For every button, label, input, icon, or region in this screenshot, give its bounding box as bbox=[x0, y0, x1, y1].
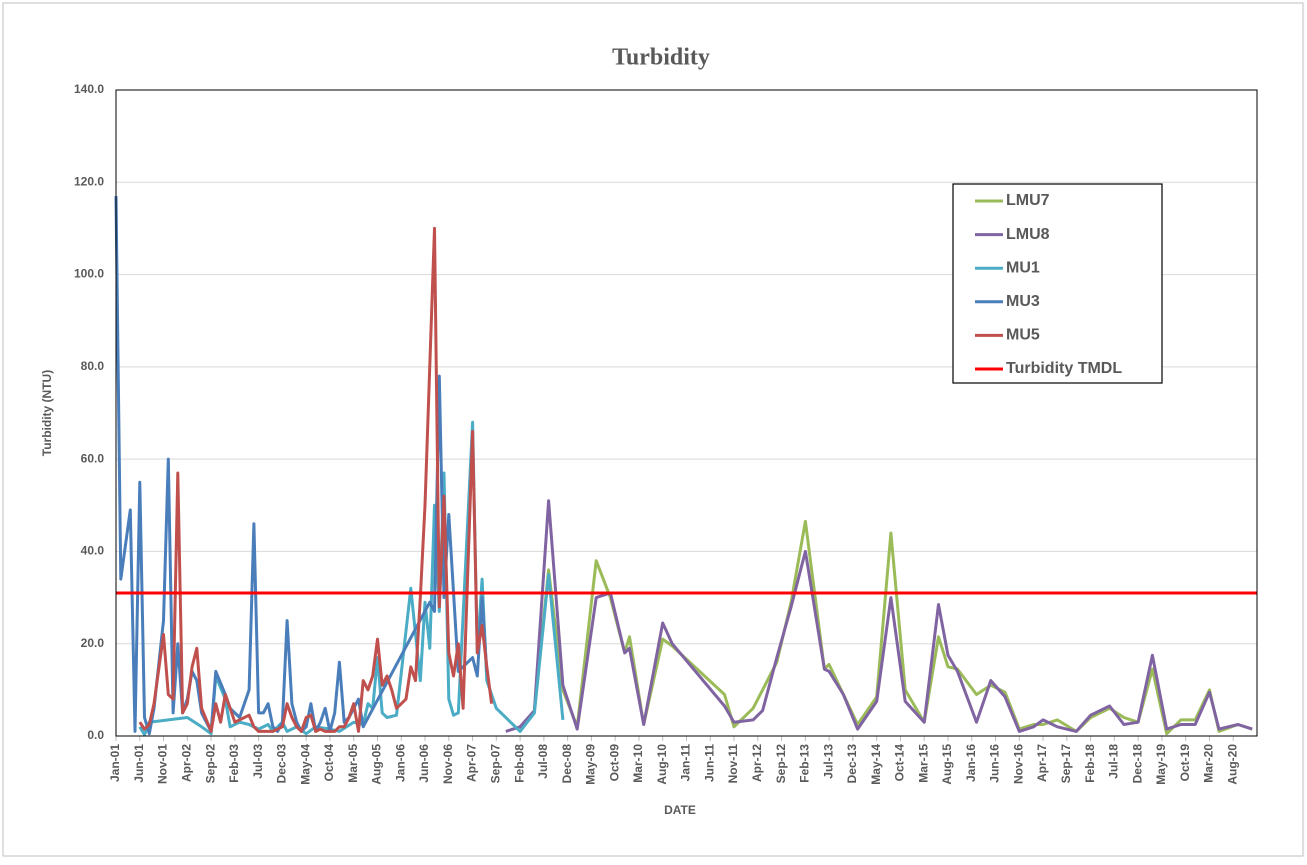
x-tick-label: Jan-16 bbox=[964, 744, 978, 782]
x-tick-label: Jun-16 bbox=[988, 744, 1002, 783]
x-tick-label: Feb-08 bbox=[512, 744, 526, 783]
legend-label: MU3 bbox=[1006, 293, 1040, 310]
legend-box bbox=[952, 183, 1163, 384]
x-tick-label: Dec-13 bbox=[845, 744, 859, 784]
series-line bbox=[505, 499, 1253, 733]
x-tick-label: Jan-11 bbox=[679, 744, 693, 782]
x-tick-label: Apr-12 bbox=[750, 744, 764, 782]
x-tick-label: Nov-11 bbox=[726, 744, 740, 784]
legend: LMU7 LMU8 MU1 MU3 MU5 Turbidity TMDL bbox=[952, 183, 1163, 384]
grid bbox=[115, 89, 1257, 741]
x-tick-label: Apr-17 bbox=[1035, 744, 1049, 782]
x-tick-label: Jul-03 bbox=[251, 744, 265, 779]
x-tick-label: Aug-10 bbox=[655, 744, 669, 785]
x-tick-label: Sep-02 bbox=[203, 744, 217, 784]
legend-label: LMU8 bbox=[1006, 226, 1050, 243]
x-tick-label: Mar-20 bbox=[1202, 744, 1216, 783]
chart-title: Turbidity bbox=[612, 45, 710, 71]
x-tick-label: Aug-15 bbox=[940, 744, 954, 785]
x-tick-label: Oct-19 bbox=[1178, 744, 1192, 782]
x-tick-label: Jun-11 bbox=[702, 744, 716, 782]
plot-lines bbox=[114, 196, 1257, 737]
y-tick-label: 0.0 bbox=[87, 728, 104, 742]
x-tick-label: Oct-04 bbox=[322, 744, 336, 782]
y-tick-label: 140.0 bbox=[74, 82, 104, 96]
x-tick-label: Feb-03 bbox=[227, 744, 241, 783]
x-tick-label: Apr-02 bbox=[179, 744, 193, 782]
x-tick-label: Oct-14 bbox=[893, 744, 907, 782]
y-tick-label: 120.0 bbox=[74, 174, 104, 188]
x-tick-label: Jan-06 bbox=[393, 744, 407, 782]
x-tick-label: Apr-07 bbox=[465, 744, 479, 782]
x-tick-label: Mar-10 bbox=[631, 744, 645, 783]
y-tick-label: 40.0 bbox=[81, 544, 105, 558]
x-tick-label: Jul-08 bbox=[536, 744, 550, 779]
y-tick-label: 80.0 bbox=[81, 359, 105, 373]
x-tick-label: Sep-12 bbox=[774, 744, 788, 784]
x-axis-label: DATE bbox=[664, 803, 696, 817]
y-tick-label: 100.0 bbox=[74, 267, 104, 281]
x-tick-label: May-14 bbox=[869, 744, 883, 785]
x-tick-label: May-19 bbox=[1154, 744, 1168, 785]
x-tick-label: Nov-01 bbox=[156, 744, 170, 784]
x-tick-label: Oct-09 bbox=[607, 744, 621, 782]
x-tick-label: Feb-13 bbox=[798, 744, 812, 783]
x-tick-label: Dec-08 bbox=[560, 744, 574, 784]
legend-label: MU5 bbox=[1006, 327, 1040, 344]
x-tick-label: Mar-15 bbox=[916, 744, 930, 783]
x-tick-label: Jul-13 bbox=[821, 744, 835, 779]
x-tick-label: May-04 bbox=[298, 744, 312, 785]
x-tick-label: Mar-05 bbox=[346, 744, 360, 783]
legend-label: Turbidity TMDL bbox=[1006, 360, 1122, 377]
legend-label: MU1 bbox=[1006, 259, 1040, 276]
x-tick-label: Jan-01 bbox=[108, 744, 122, 782]
y-tick-label: 20.0 bbox=[81, 636, 105, 650]
x-tick-label: Dec-18 bbox=[1130, 744, 1144, 784]
x-tick-label: Dec-03 bbox=[275, 744, 289, 784]
y-tick-label: 60.0 bbox=[81, 451, 105, 465]
plot-frame bbox=[115, 89, 1258, 737]
x-tick-label: Aug-20 bbox=[1225, 744, 1239, 785]
x-tick-label: Nov-06 bbox=[441, 744, 455, 784]
x-tick-label: Sep-07 bbox=[489, 744, 503, 784]
legend-label: LMU7 bbox=[1006, 192, 1050, 209]
x-tick-label: Aug-05 bbox=[370, 744, 384, 785]
x-tick-label: Jun-06 bbox=[417, 744, 431, 783]
x-tick-labels: Jan-01 Jun-01 Nov-01 Apr-02 Sep-02 Feb-03 Jul-… bbox=[108, 744, 1239, 785]
x-tick-label: May-09 bbox=[584, 744, 598, 785]
x-tick-label: Jul-18 bbox=[1107, 744, 1121, 779]
y-axis-label: Turbidity (NTU) bbox=[40, 370, 54, 456]
x-tick-label: Sep-17 bbox=[1059, 744, 1073, 784]
x-tick-label: Feb-18 bbox=[1083, 744, 1097, 783]
series-line bbox=[138, 226, 494, 733]
x-tick-label: Jun-01 bbox=[132, 744, 146, 783]
x-tick-label: Nov-16 bbox=[1011, 744, 1025, 784]
